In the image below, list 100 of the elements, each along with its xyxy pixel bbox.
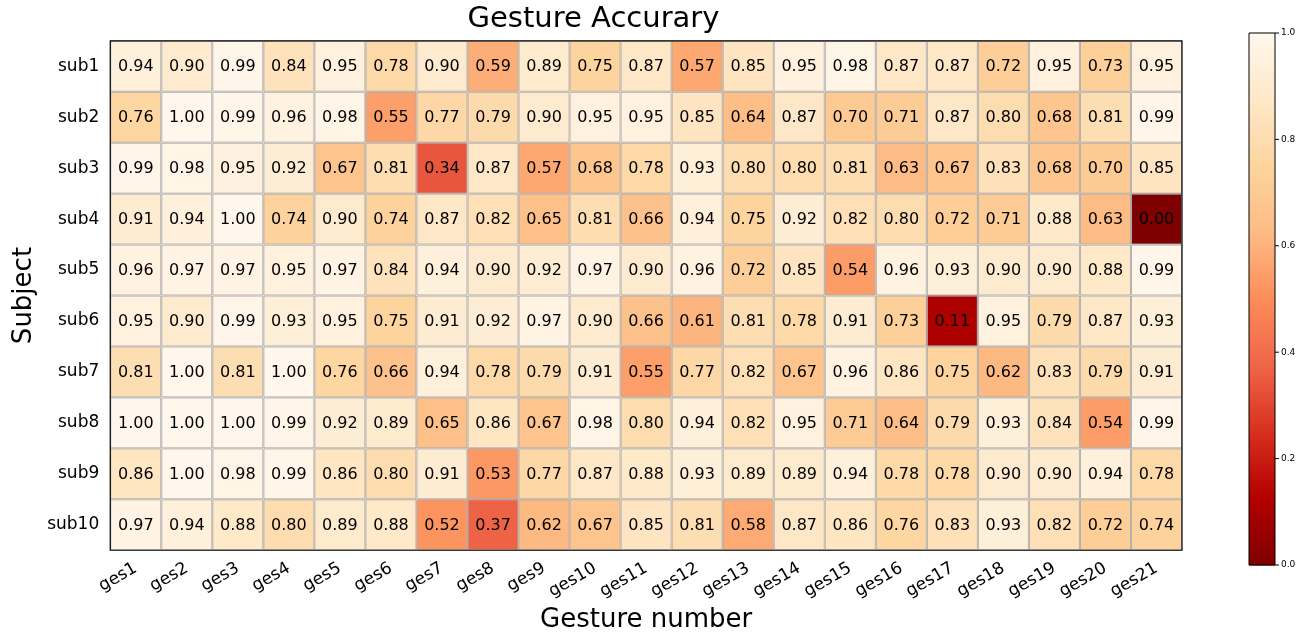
data-label: 0.72 xyxy=(934,209,971,229)
data-label: 1.00 xyxy=(271,362,307,382)
data-label: 0.78 xyxy=(934,464,971,483)
data-label: 0.83 xyxy=(934,514,971,534)
y-tick-label: sub1 xyxy=(58,54,100,75)
data-label: 0.94 xyxy=(424,260,460,280)
data-label: 0.81 xyxy=(730,311,767,331)
data-label: 0.71 xyxy=(985,209,1022,229)
data-label: 0.53 xyxy=(475,464,511,483)
data-label: 0.67 xyxy=(934,158,971,178)
data-label: 0.57 xyxy=(526,158,562,178)
y-tick-label: sub10 xyxy=(47,513,100,534)
data-label: 0.88 xyxy=(1036,209,1073,229)
data-label: 0.71 xyxy=(832,413,869,433)
data-label: 0.82 xyxy=(1036,514,1073,534)
data-label: 0.84 xyxy=(1036,413,1073,433)
data-label: 0.99 xyxy=(220,107,256,127)
data-label: 0.93 xyxy=(985,514,1022,534)
data-label: 0.76 xyxy=(117,107,154,127)
color-bar-label: 0.2 xyxy=(1281,452,1296,463)
data-label: 1.00 xyxy=(220,413,256,433)
data-label: 0.79 xyxy=(934,413,971,433)
data-label: 0.87 xyxy=(883,56,920,76)
data-label: 0.94 xyxy=(168,209,205,229)
data-label: 0.72 xyxy=(730,260,767,280)
data-label: 0.85 xyxy=(679,107,715,127)
y-tick-label: sub2 xyxy=(58,105,100,126)
data-label: 0.97 xyxy=(220,260,256,280)
data-label: 0.55 xyxy=(628,362,664,382)
data-label: 0.90 xyxy=(526,107,562,127)
data-label: 0.93 xyxy=(679,464,715,483)
data-label: 0.68 xyxy=(1036,158,1073,178)
data-label: 0.59 xyxy=(475,56,511,76)
y-tick-label: sub8 xyxy=(58,411,100,432)
data-label: 0.00 xyxy=(1138,209,1175,229)
data-label: 0.96 xyxy=(271,107,307,127)
data-label: 0.77 xyxy=(526,464,562,483)
data-label: 0.67 xyxy=(322,158,358,178)
data-label: 0.78 xyxy=(628,158,664,178)
data-label: 0.75 xyxy=(934,362,971,382)
data-label: 0.71 xyxy=(883,107,920,127)
data-label: 0.37 xyxy=(475,514,511,534)
data-label: 0.88 xyxy=(628,464,664,483)
data-label: 0.68 xyxy=(1036,107,1073,127)
data-label: 0.61 xyxy=(679,311,715,331)
data-label: 0.92 xyxy=(781,209,818,229)
data-label: 1.00 xyxy=(168,107,205,127)
data-label: 0.98 xyxy=(832,56,869,76)
data-label: 0.70 xyxy=(1087,158,1124,178)
data-label: 0.87 xyxy=(781,107,818,127)
data-label: 0.93 xyxy=(271,311,307,331)
data-label: 1.00 xyxy=(220,209,256,229)
data-label: 0.80 xyxy=(985,107,1022,127)
data-label: 0.80 xyxy=(730,158,767,178)
data-label: 0.89 xyxy=(730,464,767,483)
data-label: 0.82 xyxy=(475,209,511,229)
data-label: 0.73 xyxy=(883,311,920,331)
data-label: 0.95 xyxy=(628,107,664,127)
data-label: 0.89 xyxy=(322,514,358,534)
data-label: 0.80 xyxy=(628,413,664,433)
data-label: 0.54 xyxy=(1087,413,1124,433)
data-label: 1.00 xyxy=(168,362,205,382)
data-label: 0.76 xyxy=(322,362,358,382)
data-label: 0.72 xyxy=(1087,514,1124,534)
data-label: 0.54 xyxy=(832,260,869,280)
data-label: 0.83 xyxy=(985,158,1022,178)
data-label: 0.74 xyxy=(1138,514,1175,534)
data-label: 0.99 xyxy=(271,413,307,433)
data-label: 0.63 xyxy=(1087,209,1124,229)
data-label: 0.99 xyxy=(117,158,154,178)
data-label: 0.94 xyxy=(168,514,205,534)
data-label: 0.76 xyxy=(883,514,920,534)
data-label: 0.95 xyxy=(322,311,358,331)
data-label: 0.87 xyxy=(475,158,511,178)
data-label: 0.87 xyxy=(934,56,971,76)
data-label: 0.67 xyxy=(577,514,613,534)
data-label: 0.64 xyxy=(730,107,767,127)
data-label: 0.96 xyxy=(832,362,869,382)
data-label: 0.92 xyxy=(271,158,307,178)
data-label: 0.95 xyxy=(1036,56,1073,76)
data-label: 0.88 xyxy=(1087,260,1124,280)
x-axis-title: Gesture number xyxy=(540,603,753,634)
data-label: 0.87 xyxy=(577,464,613,483)
data-label: 0.89 xyxy=(526,56,562,76)
data-label: 0.78 xyxy=(781,311,818,331)
data-label: 0.79 xyxy=(1087,362,1124,382)
data-label: 0.91 xyxy=(424,311,460,331)
y-tick-label: sub4 xyxy=(58,207,100,228)
data-label: 0.95 xyxy=(117,311,154,331)
data-label: 0.68 xyxy=(577,158,613,178)
data-label: 0.72 xyxy=(985,56,1022,76)
data-label: 0.97 xyxy=(577,260,613,280)
data-label: 0.99 xyxy=(271,464,307,483)
data-label: 0.98 xyxy=(577,413,613,433)
data-label: 0.95 xyxy=(781,56,818,76)
data-label: 0.65 xyxy=(424,413,460,433)
data-label: 0.66 xyxy=(373,362,409,382)
data-label: 0.89 xyxy=(373,413,409,433)
data-label: 0.73 xyxy=(1087,56,1124,76)
data-label: 0.77 xyxy=(424,107,460,127)
